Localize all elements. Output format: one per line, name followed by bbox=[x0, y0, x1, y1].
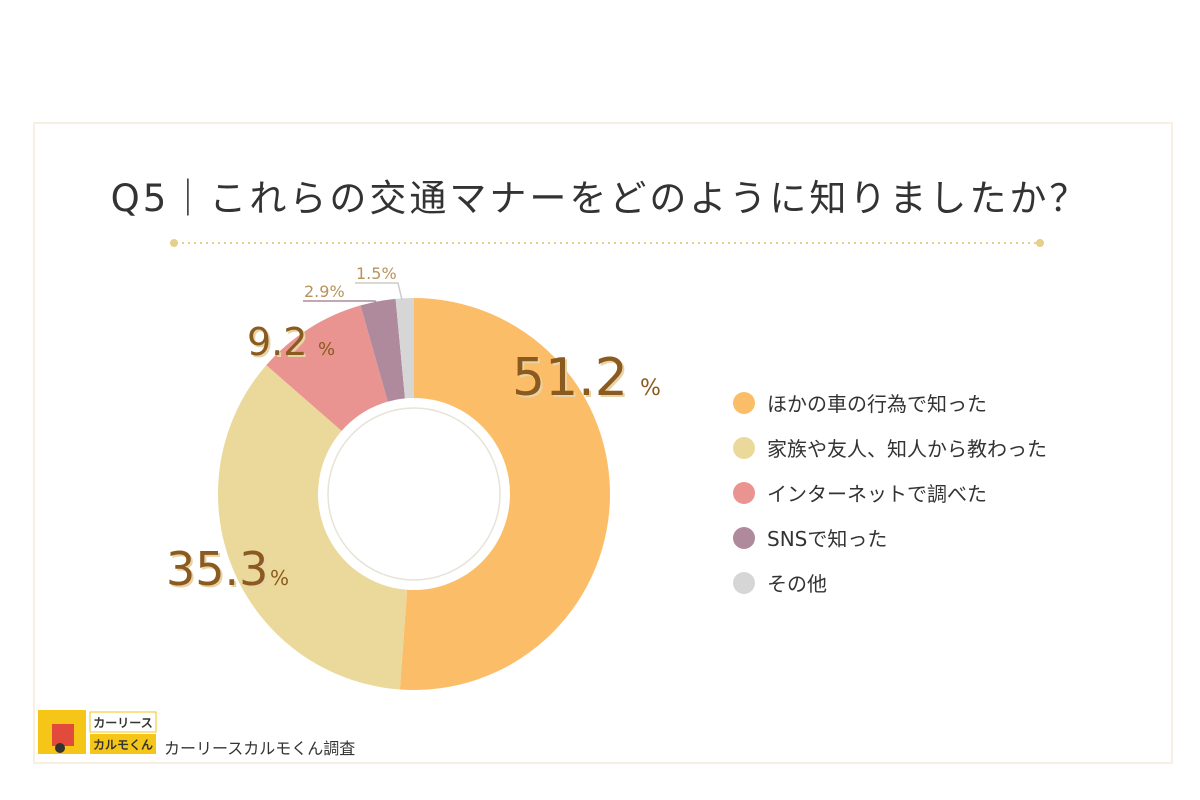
percent-sign-1: % bbox=[270, 566, 289, 590]
leader-line-4 bbox=[355, 282, 403, 301]
slice-2 bbox=[266, 305, 388, 431]
legend-label: その他 bbox=[767, 572, 827, 596]
source-note: カーリースカルモくん調査 bbox=[164, 739, 356, 758]
legend: ほかの車の行為で知った家族や友人、知人から教わった インターネットで調べた SNSで… bbox=[733, 380, 1047, 605]
legend-swatch bbox=[733, 571, 755, 594]
data-label-3: 2.9% bbox=[304, 282, 345, 301]
legend-label: ほかの車の行為で知った bbox=[767, 392, 987, 416]
legend-label: 家族や友人、知人から教わった bbox=[767, 437, 1047, 461]
chart-title: Q5｜これらの交通マナーをどのように知りましたか？ bbox=[110, 177, 1090, 220]
legend-item: ほかの車の行為で知った bbox=[733, 380, 1047, 425]
data-label-1: 35.3 bbox=[166, 542, 268, 596]
data-label-4: 1.5% bbox=[356, 264, 397, 283]
legend-swatch bbox=[733, 436, 755, 459]
svg-text:カルモくん: カルモくん bbox=[93, 738, 153, 752]
legend-item: SNSで知った bbox=[733, 515, 1047, 560]
data-label-0: 51.2 bbox=[512, 348, 628, 408]
legend-item: インターネットで調べた bbox=[733, 470, 1047, 515]
slice-1 bbox=[218, 365, 408, 690]
legend-swatch bbox=[733, 526, 755, 549]
percent-sign-0: % bbox=[640, 376, 661, 401]
slice-4 bbox=[395, 298, 414, 399]
data-label-2: 9.2 bbox=[247, 320, 307, 364]
percent-sign-2: % bbox=[318, 339, 335, 360]
legend-item: その他 bbox=[733, 560, 1047, 605]
leader-line-3 bbox=[303, 300, 379, 305]
title-divider bbox=[170, 239, 1044, 247]
legend-label: SNSで知った bbox=[767, 527, 888, 551]
svg-text:カーリース: カーリース bbox=[93, 716, 152, 730]
legend-swatch bbox=[733, 481, 755, 504]
legend-item: 家族や友人、知人から教わった bbox=[733, 425, 1047, 470]
legend-swatch bbox=[733, 391, 755, 414]
slice-0 bbox=[399, 298, 611, 690]
slice-3 bbox=[360, 298, 405, 402]
legend-label: インターネットで調べた bbox=[767, 482, 987, 506]
carmo-logo: カーリース カルモくん bbox=[38, 710, 157, 754]
